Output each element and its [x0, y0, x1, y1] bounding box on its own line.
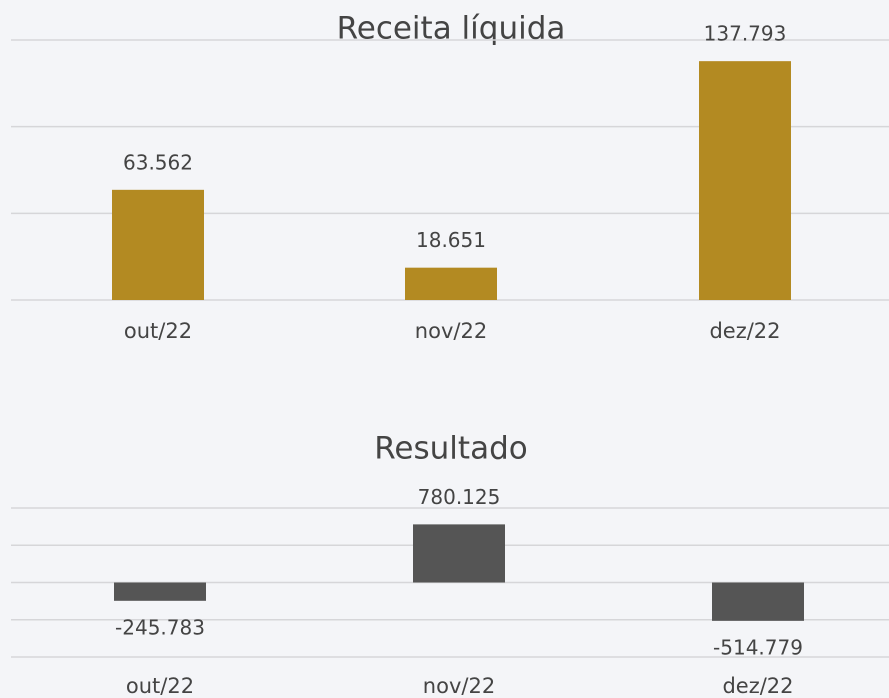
- value-label: 63.562: [123, 150, 193, 174]
- x-tick-label: dez/22: [709, 319, 780, 343]
- value-label: 18.651: [416, 228, 486, 252]
- x-tick-label: out/22: [126, 674, 194, 698]
- value-label: -245.783: [115, 615, 205, 639]
- bar: [413, 524, 505, 583]
- value-label: 780.125: [418, 485, 501, 509]
- x-tick-label: out/22: [124, 319, 192, 343]
- chart-title: Resultado: [374, 431, 527, 467]
- bar: [699, 61, 791, 300]
- bar: [712, 582, 804, 621]
- bar: [112, 189, 204, 300]
- bar: [114, 582, 206, 601]
- bar: [405, 267, 497, 300]
- value-label: 137.793: [704, 22, 787, 46]
- x-tick-label: nov/22: [415, 319, 487, 343]
- x-tick-label: nov/22: [423, 674, 495, 698]
- value-label: -514.779: [713, 635, 803, 659]
- chart-title: Receita líquida: [337, 11, 566, 47]
- x-tick-label: dez/22: [722, 674, 793, 698]
